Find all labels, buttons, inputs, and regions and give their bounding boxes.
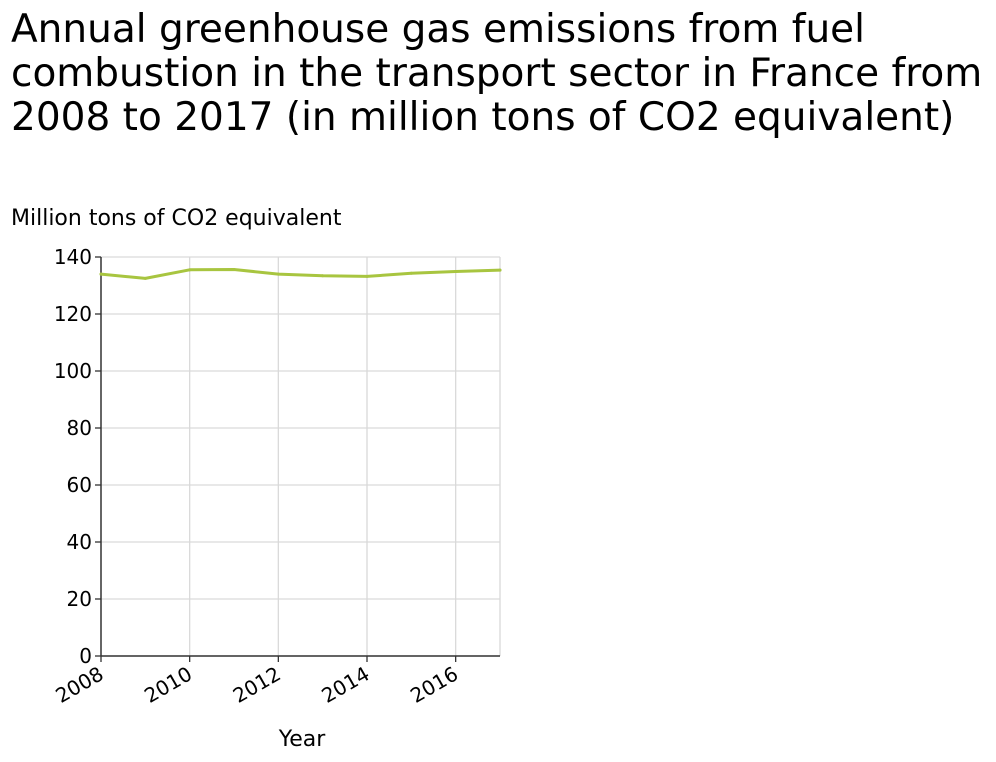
- data-point: [188, 268, 192, 272]
- x-tick-label: 2016: [406, 662, 462, 708]
- data-point: [365, 274, 369, 278]
- data-point: [232, 268, 236, 272]
- y-axis-label: Million tons of CO2 equivalent: [11, 206, 342, 231]
- data-point: [321, 274, 325, 278]
- x-tick-label: 2008: [51, 662, 107, 708]
- y-tick-label: 140: [54, 245, 92, 269]
- y-tick-label: 40: [67, 530, 92, 554]
- x-tick-label: 2014: [317, 662, 373, 708]
- data-point: [143, 276, 147, 280]
- x-tick-label: 2010: [140, 662, 196, 708]
- series-line: [99, 268, 502, 280]
- y-tick-label: 100: [54, 359, 92, 383]
- data-point: [409, 271, 413, 275]
- y-tick-label: 20: [67, 587, 92, 611]
- y-tick-label: 60: [67, 473, 92, 497]
- data-point: [99, 272, 103, 276]
- data-point: [454, 270, 458, 274]
- y-tick-label: 0: [79, 644, 92, 668]
- y-tick-label: 120: [54, 302, 92, 326]
- x-tick-label: 2012: [229, 662, 285, 708]
- axes: [95, 256, 500, 662]
- chart-title: Annual greenhouse gas emissions from fue…: [11, 7, 983, 140]
- series-layer: [99, 268, 502, 280]
- x-axis-label: Year: [278, 727, 327, 752]
- data-point: [276, 272, 280, 276]
- data-point: [498, 268, 502, 272]
- grid: [101, 256, 501, 657]
- y-tick-label: 80: [67, 416, 92, 440]
